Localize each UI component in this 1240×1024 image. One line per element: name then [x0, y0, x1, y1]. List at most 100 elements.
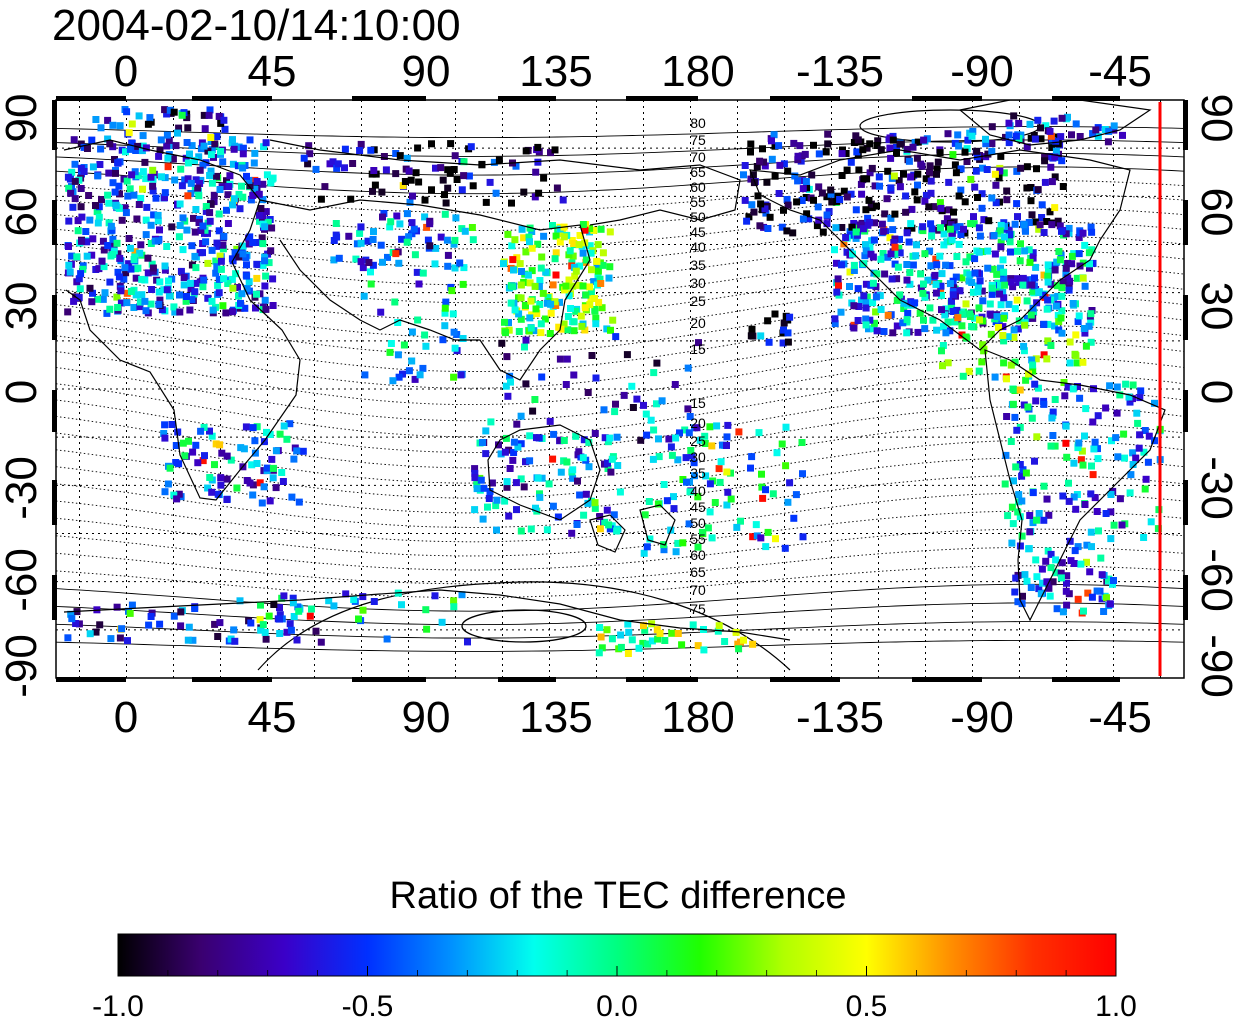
- tec-data-cell: [840, 187, 848, 195]
- tec-data-cell: [824, 130, 832, 138]
- tec-data-cell: [511, 306, 519, 314]
- tec-data-cell: [597, 633, 605, 641]
- tec-data-cell: [66, 268, 74, 276]
- tec-data-cell: [123, 177, 131, 185]
- tec-data-cell: [914, 181, 921, 189]
- tec-data-cell: [527, 324, 535, 332]
- tec-data-cell: [356, 229, 364, 237]
- tec-data-cell: [136, 249, 144, 257]
- tec-data-cell: [432, 164, 439, 172]
- tec-data-cell: [920, 280, 927, 288]
- contour-label-south: 20: [690, 415, 706, 431]
- tec-data-cell: [617, 643, 625, 651]
- contour-label-north: 70: [690, 149, 706, 165]
- top-lon-tick-label: 135: [519, 47, 592, 96]
- colorbar-tick-label: -0.5: [342, 990, 394, 1023]
- tec-data-cell: [95, 265, 103, 273]
- tec-data-cell: [650, 426, 658, 434]
- tec-data-cell: [1064, 274, 1072, 282]
- tec-data-cell: [467, 143, 475, 151]
- tec-data-cell: [1142, 475, 1150, 483]
- tec-data-cell: [330, 602, 338, 610]
- tec-data-cell: [114, 304, 122, 311]
- contour-label-south: 25: [690, 433, 706, 449]
- tec-data-cell: [1093, 508, 1101, 515]
- tec-data-cell: [367, 268, 374, 276]
- tec-data-cell: [1106, 382, 1114, 390]
- tec-data-cell: [1058, 559, 1066, 567]
- tec-data-cell: [644, 640, 652, 648]
- tec-data-cell: [927, 220, 935, 228]
- tec-data-cell: [905, 157, 913, 165]
- tec-data-cell: [288, 493, 296, 501]
- tec-data-cell: [213, 239, 221, 247]
- tec-data-cell: [206, 217, 214, 225]
- tec-data-cell: [421, 213, 429, 221]
- tec-data-cell: [272, 484, 280, 492]
- tec-data-cell: [538, 474, 546, 482]
- tec-data-cell: [1076, 133, 1084, 140]
- tec-data-cell: [955, 240, 963, 248]
- tec-data-cell: [452, 214, 460, 222]
- tec-data-cell: [937, 224, 944, 232]
- tec-data-cell: [968, 279, 976, 286]
- tec-data-cell: [191, 228, 199, 236]
- tec-data-cell: [866, 169, 874, 177]
- tec-data-cell: [65, 217, 73, 225]
- tec-data-cell: [1003, 187, 1011, 195]
- tec-data-cell: [131, 248, 139, 256]
- tec-data-cell: [1029, 361, 1037, 369]
- tec-data-cell: [214, 281, 222, 289]
- tec-data-cell: [547, 300, 555, 308]
- tec-data-cell: [1020, 221, 1028, 229]
- tec-data-cell: [172, 142, 180, 150]
- tec-data-cell: [926, 162, 934, 170]
- tec-data-cell: [89, 235, 97, 243]
- tec-data-cell: [870, 319, 878, 327]
- tec-data-cell: [592, 314, 600, 322]
- tec-data-cell: [640, 401, 647, 409]
- contour-label-north: 20: [690, 315, 706, 331]
- tec-data-cell: [469, 236, 477, 244]
- tec-data-cell: [269, 474, 277, 482]
- tec-data-cell: [367, 280, 375, 288]
- tec-data-cell: [1032, 263, 1040, 271]
- tec-data-cell: [517, 315, 525, 323]
- tec-data-cell: [563, 355, 571, 363]
- tec-data-cell: [985, 217, 993, 225]
- tec-data-cell: [1089, 471, 1097, 479]
- tec-data-cell: [867, 250, 875, 258]
- tec-data-cell: [678, 641, 686, 649]
- tec-data-cell: [357, 140, 365, 148]
- tec-data-cell: [953, 253, 961, 260]
- tec-data-cell: [923, 135, 931, 143]
- tec-data-cell: [724, 421, 732, 429]
- tec-data-cell: [154, 211, 162, 219]
- tec-data-cell: [1025, 370, 1032, 378]
- tec-data-cell: [792, 491, 800, 499]
- tec-data-cell: [905, 238, 913, 246]
- tec-data-cell: [681, 426, 689, 434]
- frame-bar-bottom: [1052, 677, 1120, 682]
- right-lat-tick-label: -90: [1192, 634, 1240, 698]
- tec-data-cell: [715, 465, 723, 473]
- tec-data-cell: [971, 183, 979, 191]
- contour-label-north: 30: [690, 275, 706, 291]
- mlat-contour: [56, 602, 1184, 626]
- frame-bar-bottom: [352, 677, 426, 682]
- tec-data-cell: [949, 308, 957, 315]
- tec-data-cell: [1035, 510, 1043, 517]
- tec-data-cell: [1016, 461, 1024, 468]
- tec-data-cell: [149, 187, 157, 195]
- tec-data-cell: [989, 265, 997, 273]
- tec-data-cell: [1075, 250, 1083, 258]
- tec-data-cell: [202, 203, 210, 210]
- tec-data-cell: [760, 158, 768, 166]
- tec-data-cell: [640, 549, 648, 557]
- tec-data-cell: [1057, 314, 1065, 322]
- tec-data-cell: [369, 187, 376, 195]
- tec-data-cell: [949, 291, 957, 299]
- tec-data-cell: [566, 247, 574, 255]
- tec-data-cell: [1047, 342, 1055, 349]
- tec-data-cell: [747, 332, 755, 340]
